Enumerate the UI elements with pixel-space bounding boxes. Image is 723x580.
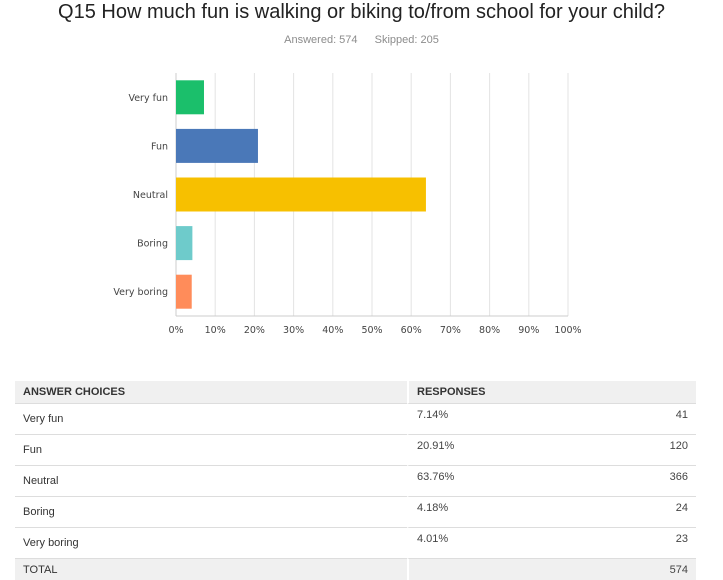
bar: [176, 226, 193, 261]
choice-label: Very boring: [15, 528, 407, 559]
choice-count: 41: [585, 404, 696, 435]
choice-label: Fun: [15, 435, 407, 466]
choice-percent: 4.18%: [407, 497, 586, 528]
category-label: Neutral: [133, 190, 168, 201]
table-header-row: ANSWER CHOICES RESPONSES: [15, 381, 696, 404]
choice-label: Very fun: [15, 404, 407, 435]
header-responses: RESPONSES: [407, 381, 696, 404]
x-tick-label: 10%: [205, 325, 226, 336]
header-answer-choices: ANSWER CHOICES: [15, 381, 407, 404]
total-count: 574: [585, 559, 696, 580]
table-row: Fun 20.91% 120: [15, 435, 696, 466]
x-tick-label: 40%: [322, 325, 343, 336]
bar: [176, 128, 258, 163]
choice-count: 120: [585, 435, 696, 466]
question-title: Q15 How much fun is walking or biking to…: [58, 1, 665, 23]
total-row: TOTAL 574: [15, 559, 696, 580]
x-tick-label: 20%: [244, 325, 265, 336]
results-table: ANSWER CHOICES RESPONSES Very fun 7.14% …: [15, 381, 696, 580]
bar-chart: 0% 10% 20% 30% 40% 50% 60% 70% 80% 90% 100% Very fu…: [113, 73, 582, 336]
category-label: Fun: [151, 141, 168, 152]
choice-percent: 4.01%: [407, 528, 586, 559]
category-label: Boring: [137, 239, 168, 250]
x-tick-label: 70%: [440, 325, 461, 336]
x-tick-label: 30%: [283, 325, 304, 336]
x-tick-label: 50%: [361, 325, 382, 336]
response-summary: Answered: 574 Skipped: 205: [0, 34, 723, 46]
table-row: Boring 4.18% 24: [15, 497, 696, 528]
choice-percent: 20.91%: [407, 435, 586, 466]
table-row: Very fun 7.14% 41: [15, 404, 696, 435]
total-spacer: [407, 559, 586, 580]
x-tick-label: 90%: [518, 325, 539, 336]
category-label: Very fun: [128, 93, 168, 104]
choice-count: 366: [585, 466, 696, 497]
x-tick-label: 80%: [479, 325, 500, 336]
x-tick-label: 0%: [168, 325, 183, 336]
choice-percent: 7.14%: [407, 404, 586, 435]
choice-label: Neutral: [15, 466, 407, 497]
choice-count: 23: [585, 528, 696, 559]
skipped-count: Skipped: 205: [374, 34, 439, 46]
x-tick-label: 100%: [554, 325, 581, 336]
choice-percent: 63.76%: [407, 466, 586, 497]
bar: [176, 80, 204, 115]
total-label: TOTAL: [15, 559, 407, 580]
category-label: Very boring: [113, 287, 168, 298]
answered-count: Answered: 574: [284, 34, 358, 46]
table-row: Neutral 63.76% 366: [15, 466, 696, 497]
bar: [176, 274, 192, 309]
choice-count: 24: [585, 497, 696, 528]
bar: [176, 177, 426, 212]
table-row: Very boring 4.01% 23: [15, 528, 696, 559]
x-tick-label: 60%: [401, 325, 422, 336]
choice-label: Boring: [15, 497, 407, 528]
